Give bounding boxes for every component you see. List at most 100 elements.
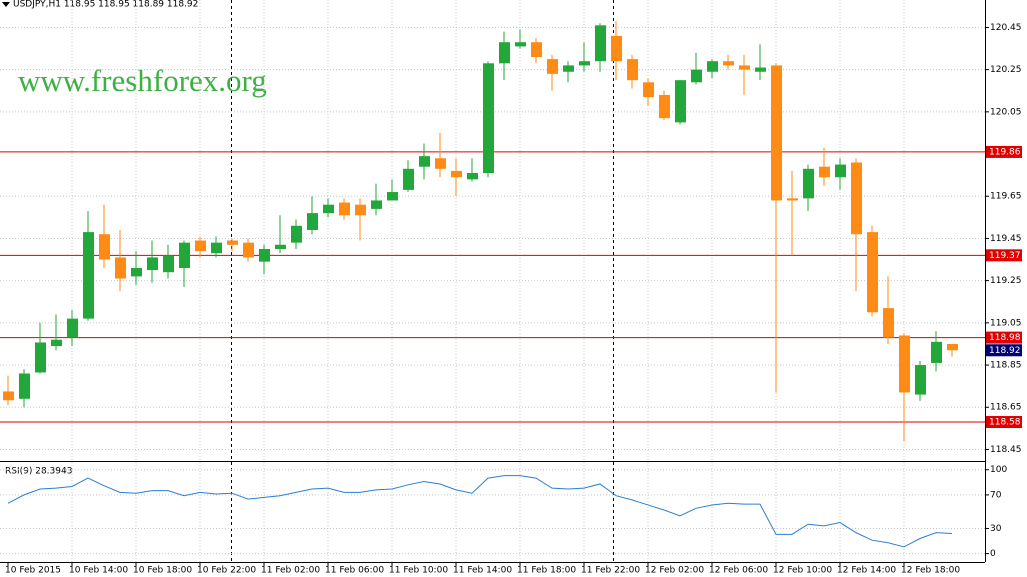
x-tick-label: 10 Feb 2015 [5, 566, 61, 576]
candle-body [915, 365, 926, 395]
candle-body [611, 35, 622, 62]
x-tick-label: 12 Feb 10:00 [773, 566, 832, 576]
candle-body [67, 318, 78, 338]
y-tick-label: 120.25 [990, 65, 1022, 75]
level-label-box [986, 249, 1022, 262]
candle-body [291, 225, 302, 243]
y-tick-label: 119.25 [990, 276, 1022, 286]
last-price-label: 118.92 [989, 346, 1021, 356]
y-tick-label: 118.65 [990, 403, 1022, 413]
level-label-box [986, 145, 1022, 158]
candle-body [3, 391, 14, 401]
candle-body [179, 242, 190, 268]
y-tick-label: 119.45 [990, 234, 1022, 244]
candle-body [355, 204, 366, 216]
candle-body [323, 204, 334, 214]
candle-body [899, 335, 910, 393]
candle-body [947, 343, 958, 351]
candle-body [755, 67, 766, 72]
chart-title: USDJPY,H1 118.95 118.95 118.89 118.92 [13, 0, 198, 10]
x-tick-label: 11 Feb 14:00 [453, 566, 512, 576]
candle-body [579, 61, 590, 66]
candle-body [691, 69, 702, 83]
candle-body [707, 61, 718, 72]
candle-body [435, 158, 446, 169]
candle-body [51, 339, 62, 347]
candle-body [131, 267, 142, 277]
candle-body [275, 244, 286, 249]
y-tick-label: 118.85 [990, 361, 1022, 371]
candle-body [195, 240, 206, 252]
menu-icon [2, 2, 10, 7]
candle-body [867, 232, 878, 313]
x-tick-label: 11 Feb 18:00 [517, 566, 576, 576]
candle-body [883, 308, 894, 338]
x-tick-label: 11 Feb 10:00 [389, 566, 448, 576]
candle-body [499, 42, 510, 64]
x-tick-label: 11 Feb 02:00 [261, 566, 320, 576]
x-tick-label: 10 Feb 18:00 [133, 566, 192, 576]
level-label: 118.98 [989, 333, 1021, 343]
candle-body [227, 240, 238, 245]
y-tick-label: 100 [990, 465, 1007, 475]
candle-body [931, 341, 942, 363]
candle-body [483, 63, 494, 174]
candle-body [531, 42, 542, 57]
candle-body [819, 166, 830, 178]
level-label: 119.86 [989, 147, 1021, 157]
x-tick-label: 12 Feb 02:00 [645, 566, 704, 576]
rsi-line [7, 475, 953, 548]
indicator-title: RSI(9) 28.3943 [5, 467, 72, 477]
y-tick-label: 30 [990, 524, 1002, 534]
candle-body [371, 200, 382, 209]
watermark: www.freshforex.org [18, 63, 267, 98]
candle-body [771, 65, 782, 201]
x-tick-label: 12 Feb 14:00 [837, 566, 896, 576]
candle-body [211, 242, 222, 254]
x-tick-label: 11 Feb 06:00 [325, 566, 384, 576]
candle-body [163, 255, 174, 273]
y-tick-label: 120.05 [990, 107, 1022, 117]
y-tick-label: 70 [990, 490, 1002, 500]
x-tick-label: 10 Feb 14:00 [69, 566, 128, 576]
candle-body [515, 42, 526, 47]
candle-body [147, 257, 158, 271]
x-tick-label: 12 Feb 18:00 [901, 566, 960, 576]
candle-body [659, 94, 670, 119]
level-label-box [986, 331, 1022, 344]
level-label: 118.58 [989, 418, 1021, 428]
candle-body [547, 59, 558, 74]
level-label-box [986, 416, 1022, 429]
candle-body [787, 198, 798, 201]
candle-body [307, 213, 318, 230]
y-tick-label: 119.65 [990, 192, 1022, 202]
candle-body [403, 168, 414, 190]
candle-body [723, 61, 734, 66]
candle-body [675, 80, 686, 123]
level-label: 119.37 [989, 251, 1021, 261]
candle-body [595, 25, 606, 62]
candle-body [643, 82, 654, 98]
y-tick-label: 119.05 [990, 318, 1022, 328]
candle-body [99, 234, 110, 260]
candle-body [19, 373, 30, 399]
candle-body [243, 242, 254, 258]
candle-body [851, 162, 862, 235]
candle-body [419, 156, 430, 167]
candle-body [627, 59, 638, 81]
candle-body [83, 232, 94, 319]
y-tick-label: 118.45 [990, 445, 1022, 455]
candle-body [803, 168, 814, 199]
candle-body [451, 170, 462, 178]
y-tick-label: 0 [990, 549, 996, 559]
candle-body [835, 164, 846, 178]
candle-body [739, 65, 750, 70]
candle-body [259, 248, 270, 262]
last-price-box [986, 344, 1022, 357]
candle-body [339, 202, 350, 216]
x-tick-label: 11 Feb 22:00 [581, 566, 640, 576]
y-tick-label: 120.45 [990, 23, 1022, 33]
x-tick-label: 12 Feb 06:00 [709, 566, 768, 576]
candle-body [35, 342, 46, 373]
